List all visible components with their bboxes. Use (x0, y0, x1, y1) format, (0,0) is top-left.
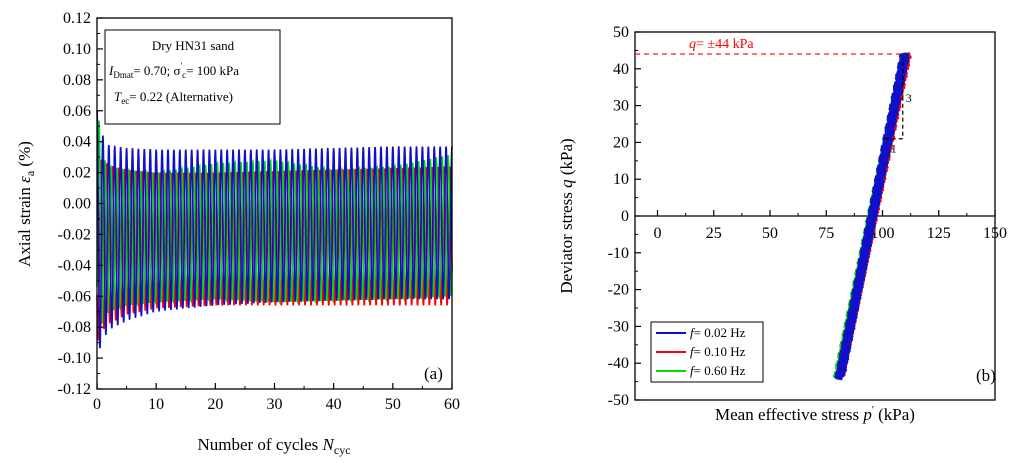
panel-a-annotation-box (104, 29, 281, 125)
panel-b-ytick-label: -50 (608, 392, 629, 409)
panel-a-ylabel: Axial strain εa (%) (15, 141, 37, 267)
panel-b-series-line-2 (834, 52, 910, 381)
panel-a-ytick-label: 0.06 (63, 103, 91, 120)
panel-a-ytick-label: 0.00 (63, 196, 91, 213)
panel-a-ytick-label: -0.04 (58, 257, 91, 274)
panel-a-series (96, 110, 453, 349)
panel-b: -50 -40 -30 -20 -10 0 10 20 30 40 50 0 25 50 75 100 125 1… (557, 24, 1007, 424)
panel-a-ytick-label: 0.10 (63, 41, 91, 58)
panel-b-ytick-label: 40 (613, 61, 629, 78)
panel-a-ytick-label: 0.04 (63, 134, 91, 151)
annotation-line2: IDmat= 0.70; σ'c= 100 kPa (108, 61, 239, 80)
panel-a-ytick-label: -0.10 (58, 350, 91, 367)
annotation-line1: Dry HN31 sand (152, 38, 235, 53)
panel-b-ytick-label: 20 (613, 134, 629, 151)
q-limit-label: q= ±44 kPa (689, 37, 754, 52)
panel-a-xtick-label: 20 (207, 396, 223, 413)
panel-a: -0.12 -0.10 -0.08 -0.06 -0.04 -0.02 0.00 0.02 0.… (15, 10, 460, 457)
slope-triangle (884, 57, 904, 140)
panel-a-xtick-label: 10 (148, 396, 164, 413)
panel-b-series (832, 52, 912, 381)
panel-a-ytick-label: -0.02 (58, 226, 91, 243)
panel-b-ytick-label: 50 (613, 24, 629, 41)
panel-a-xtick-label: 0 (93, 396, 101, 413)
panel-a-xlabel: Number of cycles Ncyc (197, 435, 350, 457)
panel-a-ytick-label: 0.12 (63, 10, 91, 27)
panel-b-xtick-label: 50 (762, 225, 778, 242)
panel-b-ytick-label: -30 (608, 318, 629, 335)
panel-b-xtick-label: 25 (706, 225, 722, 242)
legend-entry-0: f= 0.02 Hz (690, 325, 746, 340)
legend-entry-1: f= 0.10 Hz (690, 344, 746, 359)
panel-a-ytick-label: -0.06 (58, 288, 91, 305)
panel-b-ytick-label: 30 (613, 98, 629, 115)
annotation-line3: Tec= 0.22 (Alternative) (114, 89, 233, 106)
panel-a-xtick-label: 30 (267, 396, 283, 413)
panel-a-series-line-1 (96, 120, 453, 325)
panel-b-ytick-label: -20 (608, 282, 629, 299)
panel-b-xtick-label: 150 (983, 225, 1007, 242)
slope-triangle-legs (884, 57, 904, 140)
panel-a-ytick-label: 0.02 (63, 165, 91, 182)
slope-rise-label: 3 (906, 91, 912, 105)
panel-b-xlabel: Mean effective stress p' (kPa) (715, 404, 915, 424)
panel-a-ytick-label: -0.08 (58, 319, 91, 336)
panel-a-label: (a) (424, 364, 443, 383)
panel-a-xtick-label: 40 (326, 396, 342, 413)
legend-entry-2: f= 0.60 Hz (690, 363, 746, 378)
panel-b-xtick-label: 125 (927, 225, 951, 242)
panel-b-xtick-label: 75 (818, 225, 834, 242)
panel-b-ytick-label: 0 (621, 208, 629, 225)
panel-b-xtick-label: 100 (871, 225, 895, 242)
panel-a-series-line-2 (96, 110, 453, 349)
panel-a-xtick-label: 60 (444, 396, 460, 413)
panel-b-label: (b) (976, 366, 996, 385)
panel-b-ytick-label: 10 (613, 171, 629, 188)
slope-run-label: 1 (891, 142, 897, 156)
panel-b-ytick-label: -40 (608, 355, 629, 372)
panel-a-xtick-label: 50 (385, 396, 401, 413)
panel-b-ytick-label: -10 (608, 245, 629, 262)
panel-a-ytick-label: 0.08 (63, 72, 91, 89)
legend: f= 0.02 Hz f= 0.10 Hz f= 0.60 Hz (650, 321, 764, 383)
panel-b-xtick-label: 0 (654, 225, 662, 242)
panel-b-ylabel: Deviator stress q (kPa) (557, 138, 576, 293)
panel-a-ytick-label: -0.12 (58, 381, 91, 398)
